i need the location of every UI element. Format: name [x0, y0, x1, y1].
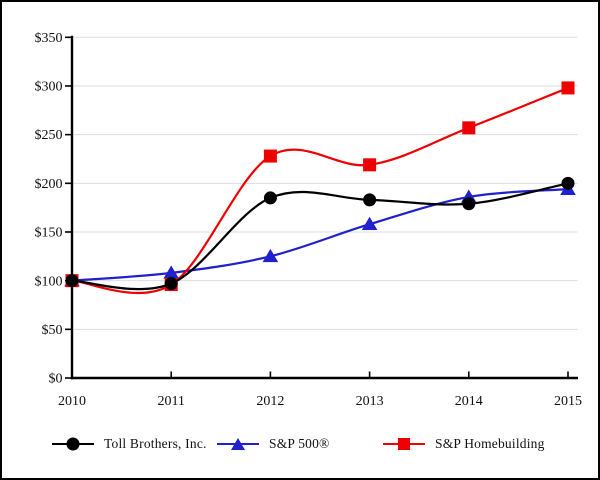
- legend-key: [383, 435, 425, 452]
- data-point-marker: [262, 248, 279, 263]
- legend-key: [217, 435, 259, 452]
- data-point-marker: [561, 176, 575, 190]
- y-tick-label: $0: [49, 372, 63, 387]
- y-tick-label: $350: [35, 31, 63, 46]
- y-tick-label: $50: [42, 323, 63, 338]
- circle-marker-icon: [66, 437, 80, 450]
- square-marker-icon: [398, 437, 410, 450]
- data-point-marker: [561, 81, 575, 95]
- data-point-marker: [363, 193, 377, 207]
- data-point-marker: [363, 158, 377, 172]
- legend-label: S&P 500®: [269, 435, 330, 451]
- legend-label: Toll Brothers, Inc.: [104, 435, 207, 451]
- data-point-marker: [462, 121, 476, 135]
- x-tick-label: 2013: [356, 394, 384, 409]
- series-line-2: [71, 86, 569, 295]
- series-line-0: [71, 182, 569, 291]
- data-point-marker: [361, 216, 378, 230]
- triangle-marker-icon: [231, 437, 245, 450]
- x-tick-label: 2010: [58, 394, 86, 409]
- x-tick-label: 2015: [554, 394, 582, 409]
- x-tick-label: 2012: [256, 394, 284, 409]
- y-tick-label: $150: [35, 226, 63, 241]
- legend-item-toll-brothers: Toll Brothers, Inc.: [52, 435, 207, 452]
- series-line-1: [71, 188, 569, 282]
- data-point-marker: [163, 265, 179, 279]
- y-tick-label: $100: [35, 274, 63, 289]
- data-point-marker: [263, 191, 277, 205]
- x-tick-label: 2014: [455, 394, 483, 409]
- legend-item-sp-homebuilding: S&P Homebuilding: [383, 435, 545, 452]
- y-tick-label: $300: [35, 80, 63, 95]
- data-point-marker: [263, 149, 277, 163]
- y-tick-label: $200: [35, 177, 63, 192]
- data-point-marker: [65, 274, 79, 288]
- legend-key: [52, 435, 94, 452]
- x-tick-label: 2011: [157, 394, 184, 409]
- y-tick-label: $250: [35, 128, 63, 143]
- legend-item-sp500: S&P 500®: [217, 435, 330, 452]
- data-point-marker: [164, 277, 178, 291]
- data-point-marker: [462, 197, 476, 211]
- legend-label: S&P Homebuilding: [435, 435, 545, 451]
